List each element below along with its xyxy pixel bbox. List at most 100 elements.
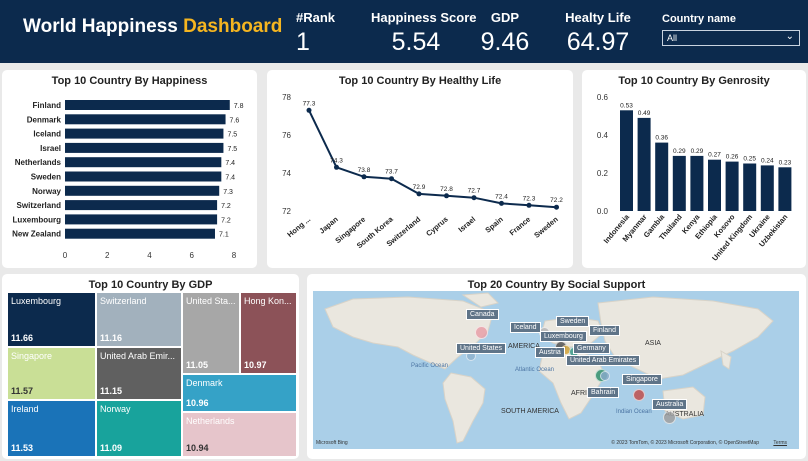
y-tick-label: Sweden [31,173,61,182]
treemap-tile[interactable]: Denmark 10.96 [182,374,297,412]
bar [725,161,739,211]
tile-value: 11.16 [100,333,123,343]
y-tick-label: Switzerland [17,201,62,210]
tile-name: Denmark [186,378,223,388]
map-terms-link[interactable]: Terms [773,440,787,446]
data-label: 7.8 [234,103,244,110]
tile-value: 11.09 [100,443,123,453]
y-tick-label: New Zealand [12,230,61,239]
bar [65,128,224,139]
bar [65,100,230,110]
chevron-down-icon: ⌄ [785,31,794,42]
dashboard-title: World Happiness Dashboard [23,16,282,38]
tile-name: Singapore [11,351,53,361]
treemap-tile[interactable]: United Sta... 11.05 [182,292,240,374]
treemap-tile[interactable]: Luxembourg 11.66 [7,292,96,347]
bar [65,200,218,211]
treemap-tile[interactable]: Hong Kon... 10.97 [240,292,297,374]
bar [65,214,218,225]
ocean-label: Indian Ocean [616,409,652,415]
y-tick-label: 0.6 [597,93,609,102]
data-label: 0.26 [726,154,739,161]
treemap-tile[interactable]: Norway 11.09 [96,400,182,457]
treemap-tile[interactable]: Singapore 11.57 [7,347,96,400]
data-label: 72.4 [495,193,508,200]
chart-title: Top 10 Country By GDP [88,279,213,291]
data-point [526,202,532,208]
healthy-life-chart-card: Top 10 Country By Healthy Life 72 74 76 78 7… [267,70,573,268]
chart-title: Top 10 Country By Genrosity [618,75,770,87]
data-label: 0.36 [655,135,668,142]
dropdown-value: All [667,33,678,43]
x-tick-label: 2 [105,251,110,260]
data-label: 72.3 [523,195,536,202]
happiness-chart-card: Top 10 Country By Happiness Finland 7.8 De… [2,70,257,268]
bar [637,117,651,211]
tile-value: 11.66 [11,333,34,343]
map-label: Germany [573,343,610,354]
map-bubble[interactable] [663,411,676,424]
y-tick-label: 0.0 [597,207,609,216]
region-label: AMERICA [508,343,540,350]
map-label: Australia [652,399,688,410]
bar [672,155,686,211]
gdp-treemap: Luxembourg 11.66 Singapore 11.57 Ireland 11.5… [7,292,297,458]
social-support-map[interactable]: Pacific Ocean Atlantic Ocean Indian Ocea… [313,291,799,449]
y-tick-label: 0.4 [597,131,609,140]
region-label: SOUTH AMERICA [501,408,559,415]
data-label: 7.5 [227,132,237,139]
kpi-happiness-score: Happiness Score 5.54 [371,10,477,57]
chart-title: Top 20 Country By Social Support [467,279,646,291]
tile-name: United Arab Emir... [100,351,176,361]
y-tick-label: 76 [282,131,291,140]
data-label: 73.7 [385,169,398,176]
slicer-label: Country name [662,13,736,25]
bar [690,155,704,211]
map-bubble[interactable] [600,371,610,381]
region-label: ASIA [645,340,661,347]
treemap-tile[interactable]: United Arab Emir... 11.15 [96,347,182,400]
kpi-value: 5.54 [391,28,441,56]
social-support-map-card: Top 20 Country By Social Support Pacific… [307,274,806,459]
data-label: 7.2 [221,217,231,224]
tile-name: Norway [100,404,131,414]
bar [778,167,792,211]
data-label: 0.23 [779,159,792,166]
tile-value: 11.53 [11,443,34,453]
x-tick-label: Spain [483,214,505,234]
bar [65,114,226,125]
chart-title: Top 10 Country By Happiness [51,75,208,87]
data-label: 74.3 [330,157,343,164]
treemap-tile[interactable]: Netherlands 10.94 [182,412,297,457]
title-main: World Happiness [23,16,178,37]
map-label: Luxembourg [540,331,587,342]
bing-logo: Microsoft Bing [316,440,348,446]
kpi-label: GDP [490,10,520,25]
map-bubble[interactable] [475,326,488,339]
data-point [471,195,477,201]
y-tick-label: Iceland [33,130,61,139]
ocean-label: Pacific Ocean [411,363,449,369]
tile-value: 11.05 [186,360,209,370]
data-label: 0.25 [743,156,756,163]
x-tick-label: Israel [456,215,477,234]
bar [65,171,222,182]
data-label: 0.49 [638,110,651,117]
treemap-tile[interactable]: Ireland 11.53 [7,400,96,457]
map-label: Austria [535,347,565,358]
data-point [361,174,367,180]
bar [620,110,633,211]
map-bubble[interactable] [633,389,645,401]
generosity-chart: 0.00.20.40.60.53Indonesia0.49Myanmar0.36… [597,93,792,263]
y-tick-label: 78 [282,93,291,102]
x-tick-label: 0 [63,251,68,260]
kpi-value: 64.97 [566,28,630,56]
treemap-tile[interactable]: Switzerland 11.16 [96,292,182,347]
ocean-label: Atlantic Ocean [515,367,555,373]
data-label: 72.8 [440,186,453,193]
x-tick-label: Hong ... [285,215,312,240]
country-dropdown[interactable]: All ⌄ [662,30,800,46]
data-label: 0.29 [673,148,686,155]
data-label: 7.3 [223,189,233,196]
